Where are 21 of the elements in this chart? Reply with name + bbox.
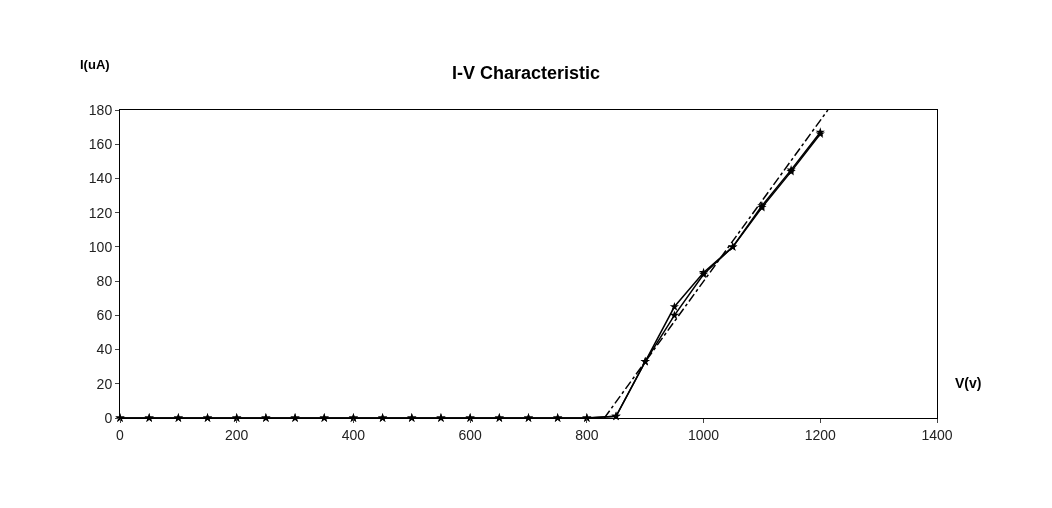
y-tick-label: 180: [88, 101, 113, 118]
chart-title: I-V Characteristic: [451, 62, 601, 83]
x-axis-title: V(v): [955, 375, 982, 391]
x-tick-label: 1400: [921, 426, 953, 443]
x-tick-label: 200: [225, 426, 249, 443]
y-tick-label: 80: [96, 273, 113, 290]
x-tick-label: 1000: [687, 426, 720, 443]
y-tick-label: 60: [96, 307, 113, 324]
y-tick-label: 40: [96, 341, 113, 358]
y-tick-label: 20: [96, 375, 113, 392]
y-tick-label: 100: [88, 238, 113, 255]
y-tick-label: 140: [88, 170, 113, 187]
x-tick-label: 600: [458, 426, 483, 443]
y-axis-title: I(uA): [80, 57, 110, 72]
x-tick-label: 0: [116, 426, 125, 443]
y-tick-label: 160: [88, 136, 113, 153]
x-tick-label: 1200: [804, 426, 837, 443]
x-tick-label: 400: [341, 426, 366, 443]
y-tick-label: 120: [88, 204, 113, 221]
y-tick-label: 0: [104, 409, 113, 426]
x-tick-label: 800: [575, 426, 599, 443]
